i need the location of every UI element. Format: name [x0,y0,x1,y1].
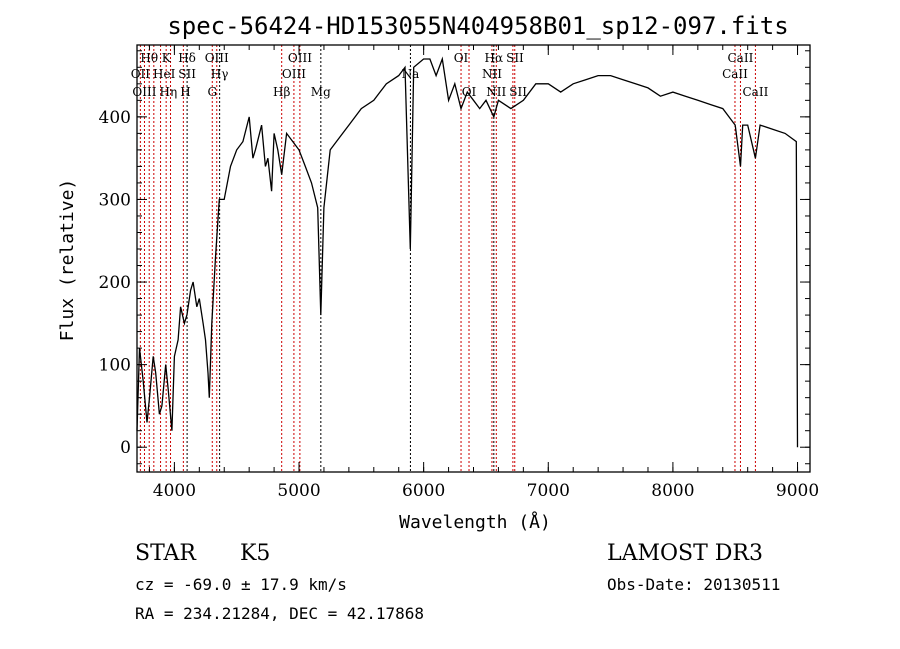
x-tick-label: 7000 [527,481,570,501]
spectral-line-label: SII [178,67,196,81]
y-tick-label: 400 [99,108,131,128]
spectral-line-label: Hγ [211,67,229,81]
spectral-line-label: OIII [288,51,312,65]
spectral-line-label: OII [131,67,151,81]
object-class: STAR [135,541,197,566]
spectral-line-label: OI [454,51,469,65]
y-axis-label: Flux (relative) [57,179,78,342]
ra-dec: RA = 234.21284, DEC = 42.17868 [135,604,424,623]
obs-date: Obs-Date: 20130511 [607,575,780,594]
spectral-line-label: K [162,51,172,65]
spectral-line-label: H [180,85,190,99]
spectral-line-label: OIII [205,51,229,65]
spectral-line-label: SII [506,51,524,65]
chart-title: spec-56424-HD153055N404958B01_sp12-097.f… [167,12,788,40]
spectral-line-label: Hα [485,51,504,65]
x-tick-label: 5000 [277,481,320,501]
spectral-line-label: OIII [132,85,156,99]
spectral-line-label: NII [486,85,506,99]
x-tick-label: 4000 [153,481,196,501]
spectral-line-label: Na [402,67,420,81]
object-subclass: K5 [240,541,270,566]
axis-ticks: 4000 5000 6000 7000 8000 9000 0 100 200 300 400 [99,45,819,501]
spectral-line-label: CaII [722,67,748,81]
plot-frame [136,44,811,473]
x-tick-label: 6000 [402,481,445,501]
spectral-line-label: Hθ [140,51,158,65]
x-axis-label: Wavelength (Å) [399,511,551,533]
spectral-line-label: NII [482,67,502,81]
spectral-line-label: G [208,85,218,99]
spectral-line-label: CaII [743,85,769,99]
spectral-lines [139,45,756,472]
y-tick-label: 200 [99,273,131,293]
spectral-line-label: OIII [282,67,306,81]
spectral-line-label: OI [462,85,477,99]
spectral-line-label: Mg [311,85,331,99]
spectrum-line [136,56,799,448]
spectral-line-labels: OII Hθ OIII Hη HeI K H SII Hδ G OIII Hγ Hβ OIII OIII Mg… [131,51,769,99]
y-tick-label: 0 [120,438,131,458]
survey-name: LAMOST DR3 [607,541,763,566]
spectral-line-label: Hδ [178,51,196,65]
x-tick-label: 9000 [776,481,819,501]
y-tick-label: 100 [99,356,131,376]
redshift-cz: cz = -69.0 ± 17.9 km/s [135,575,347,594]
spectral-line-label: Hβ [273,85,290,99]
y-tick-label: 300 [99,190,131,210]
spectral-line-label: CaII [728,51,754,65]
x-tick-label: 8000 [651,481,694,501]
spectral-line-label: HeI [153,67,176,81]
spectral-line-label: SII [509,85,527,99]
spectral-line-label: Hη [160,85,178,99]
